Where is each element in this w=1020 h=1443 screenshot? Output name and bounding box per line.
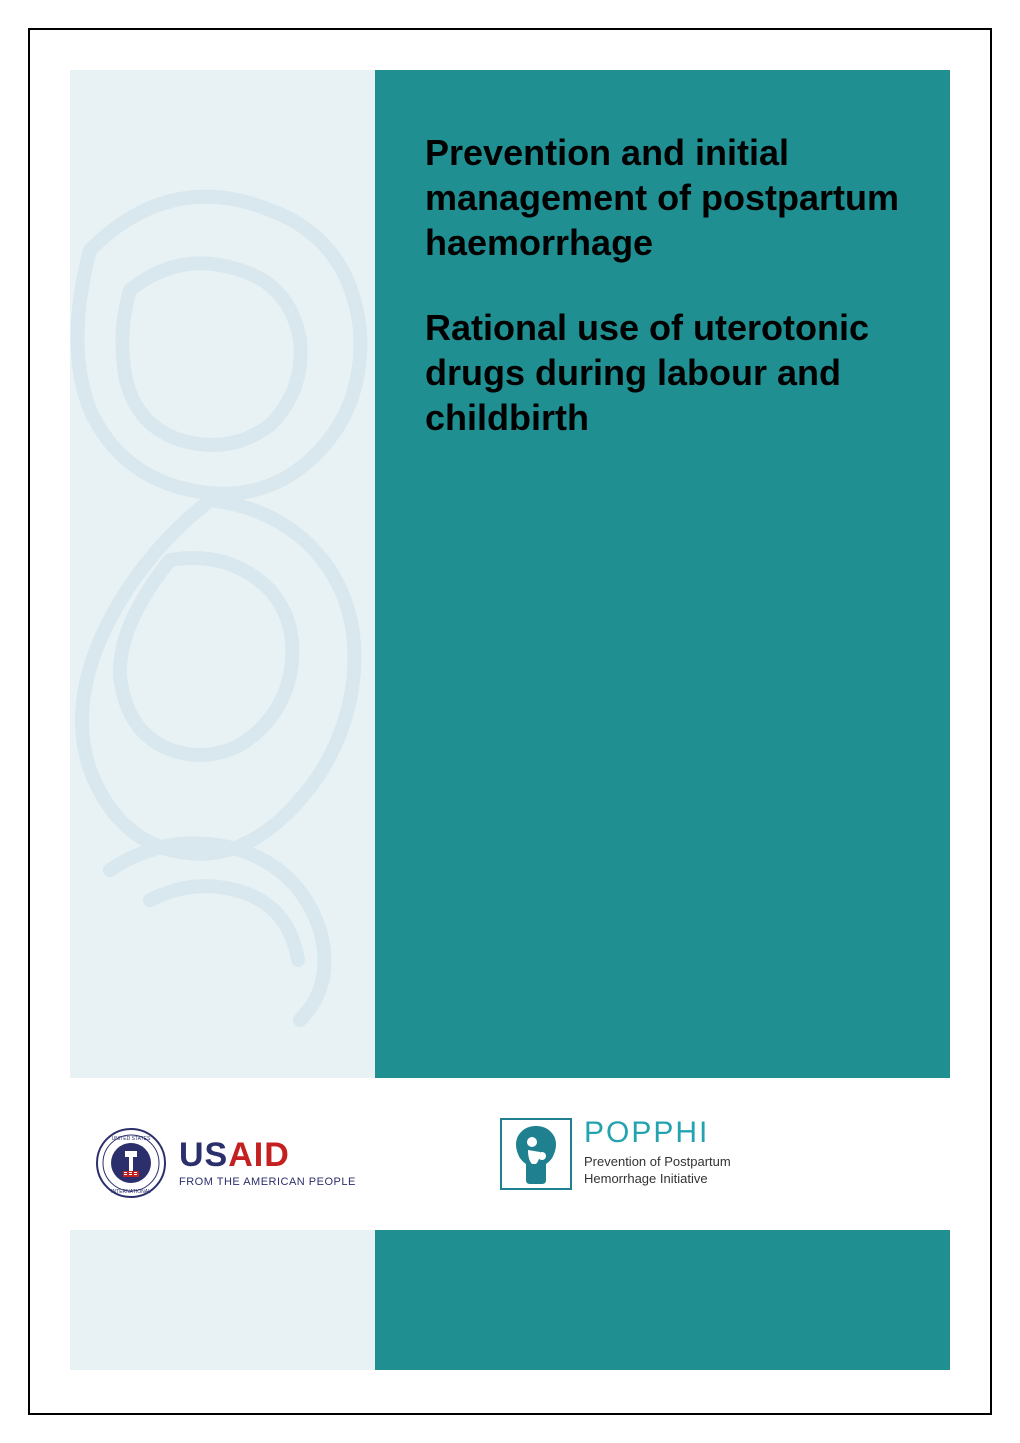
mother-child-watermark	[70, 130, 375, 1030]
left-watermark-panel	[70, 70, 375, 1078]
bottom-left-panel	[70, 1230, 375, 1370]
logo-row: UNITED STATES INTERNATIONAL USAID FROM T…	[70, 1108, 950, 1218]
usaid-logo: UNITED STATES INTERNATIONAL USAID FROM T…	[95, 1118, 395, 1208]
usaid-wordmark: USAID	[179, 1138, 356, 1172]
popphi-wordmark: POPPHI	[584, 1118, 731, 1148]
usaid-tagline: FROM THE AMERICAN PEOPLE	[179, 1176, 356, 1188]
popphi-icon	[500, 1118, 572, 1190]
svg-text:UNITED STATES: UNITED STATES	[112, 1136, 151, 1142]
popphi-logo: POPPHI Prevention of Postpartum Hemorrha…	[500, 1118, 820, 1208]
title-line-1: Prevention and initial management of pos…	[425, 130, 900, 265]
popphi-tagline: Prevention of Postpartum Hemorrhage Init…	[584, 1154, 731, 1188]
svg-text:INTERNATIONAL: INTERNATIONAL	[111, 1189, 151, 1195]
title-line-2: Rational use of uterotonic drugs during …	[425, 305, 900, 440]
bottom-teal-panel	[375, 1230, 950, 1370]
page-border: Prevention and initial management of pos…	[28, 28, 992, 1415]
popphi-text-block: POPPHI Prevention of Postpartum Hemorrha…	[584, 1118, 731, 1188]
usaid-seal-icon: UNITED STATES INTERNATIONAL	[95, 1127, 167, 1199]
page: Prevention and initial management of pos…	[0, 0, 1020, 1443]
usaid-text-block: USAID FROM THE AMERICAN PEOPLE	[179, 1138, 356, 1188]
title-panel: Prevention and initial management of pos…	[375, 70, 950, 1078]
